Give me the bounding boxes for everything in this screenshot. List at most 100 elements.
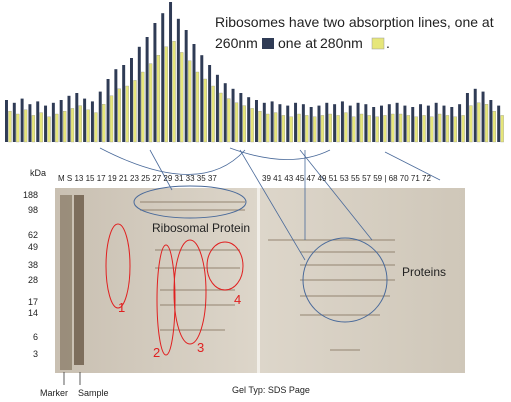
bar — [484, 104, 489, 143]
kda-label: 188 — [23, 190, 38, 200]
bar — [114, 69, 118, 142]
bar — [255, 100, 258, 142]
bar — [133, 80, 137, 143]
bar — [180, 52, 184, 143]
region-number: 3 — [197, 340, 204, 355]
bar — [86, 109, 90, 143]
bar — [227, 98, 231, 143]
bar — [231, 88, 235, 142]
bar — [333, 104, 337, 142]
bar — [234, 102, 239, 143]
bar — [94, 112, 98, 143]
bar — [477, 102, 481, 143]
bar — [20, 98, 24, 142]
bar — [247, 97, 251, 142]
bar — [387, 104, 391, 142]
bar — [356, 102, 360, 142]
bar — [419, 104, 423, 142]
bar — [195, 71, 200, 143]
bar — [426, 105, 430, 142]
kda-label: 62 — [28, 230, 38, 240]
bar — [36, 101, 40, 142]
bar — [16, 113, 20, 143]
bar — [156, 55, 161, 143]
bar — [141, 71, 145, 143]
bar — [430, 116, 434, 143]
bar — [44, 105, 48, 142]
caption: Gel Typ: SDS Page — [232, 385, 310, 395]
kda-label: 49 — [28, 242, 38, 252]
bar — [47, 116, 51, 143]
bar — [266, 113, 270, 143]
bar — [184, 30, 188, 142]
bar — [106, 79, 110, 142]
bar — [200, 55, 204, 143]
kda-label: 3 — [33, 349, 38, 359]
bar — [270, 101, 274, 142]
bar — [117, 88, 121, 143]
bar — [83, 98, 87, 142]
bar — [289, 116, 293, 143]
bar — [352, 116, 356, 143]
bar — [395, 102, 399, 142]
bar — [31, 115, 36, 143]
bar — [453, 116, 457, 143]
bar-chart — [5, 2, 504, 143]
bar — [188, 60, 192, 143]
bar — [130, 58, 133, 142]
kda-label: 98 — [28, 205, 38, 215]
annotation: Ribosomal Protein — [152, 221, 250, 235]
bar — [250, 108, 254, 143]
bar — [406, 115, 411, 143]
bar — [344, 112, 348, 143]
legend-swatch — [371, 37, 385, 50]
legend-separator: one at — [278, 35, 317, 51]
kda-unit: kDa — [30, 168, 46, 178]
bar — [364, 104, 368, 142]
bar — [90, 101, 94, 142]
legend-label: 260nm — [215, 35, 258, 51]
region-number: 1 — [118, 300, 125, 315]
legend-end: . — [386, 35, 390, 51]
bar — [258, 111, 262, 143]
bar — [465, 93, 469, 142]
bar — [414, 116, 418, 143]
bar — [169, 2, 173, 142]
bar — [59, 100, 63, 142]
bar — [148, 63, 153, 143]
kda-label: 38 — [28, 260, 38, 270]
bar — [450, 107, 454, 142]
bar — [313, 116, 317, 143]
bar — [161, 13, 165, 143]
bar — [51, 102, 55, 142]
bar — [340, 101, 344, 142]
bar — [109, 95, 114, 143]
bar — [12, 102, 16, 142]
kda-label: 6 — [33, 332, 38, 342]
bar — [273, 112, 278, 143]
annotation: Proteins — [402, 265, 446, 279]
bar — [328, 113, 332, 143]
bar — [398, 113, 403, 143]
bar — [442, 105, 446, 142]
lane-labels: 39 41 43 45 47 49 51 53 55 57 59 | 68 70… — [262, 174, 431, 183]
bar — [411, 107, 415, 142]
bar — [192, 44, 196, 142]
bar — [145, 37, 149, 142]
bar — [481, 91, 485, 142]
bar — [8, 111, 12, 143]
bar — [176, 18, 180, 142]
bar — [262, 102, 266, 142]
bar — [137, 46, 141, 142]
bar — [325, 102, 329, 142]
chart-title: Ribosomes have two absorption lines, one… — [215, 14, 494, 30]
bar — [67, 95, 71, 142]
bar — [122, 65, 126, 142]
bar — [469, 105, 473, 143]
bar — [78, 105, 82, 143]
bar — [219, 92, 223, 143]
bar — [348, 105, 352, 142]
bar — [301, 104, 305, 142]
bar — [438, 113, 442, 143]
